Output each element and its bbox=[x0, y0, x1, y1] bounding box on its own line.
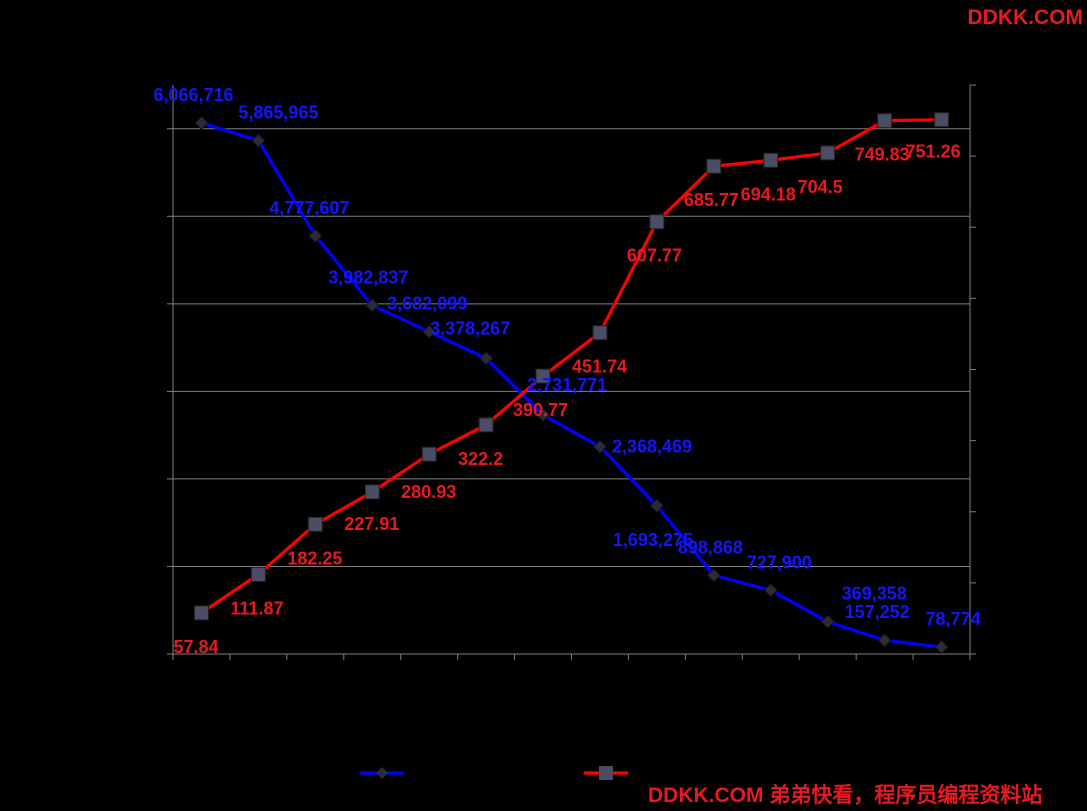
legend-diamond-marker bbox=[376, 767, 388, 779]
blue-data-label: 898,868 bbox=[678, 537, 743, 557]
series-lines bbox=[200, 118, 942, 649]
square-marker bbox=[649, 214, 665, 230]
square-marker bbox=[250, 566, 266, 582]
series-line-blue bbox=[200, 121, 942, 649]
red-data-label: 182.25 bbox=[287, 548, 342, 568]
red-data-label: 607.77 bbox=[627, 246, 682, 266]
chart-axes bbox=[167, 84, 976, 660]
blue-data-label: 4,777,607 bbox=[269, 198, 349, 218]
red-data-label: 704.5 bbox=[798, 177, 843, 197]
series-markers bbox=[193, 112, 950, 655]
gridlines bbox=[173, 128, 970, 567]
red-data-label: 111.87 bbox=[230, 598, 283, 618]
red-data-label: 227.91 bbox=[344, 514, 399, 534]
watermark-top: DDKK.COM bbox=[967, 6, 1084, 29]
diamond-marker bbox=[877, 633, 892, 648]
diamond-marker bbox=[820, 614, 835, 629]
diamond-marker bbox=[763, 583, 778, 598]
diamond-marker bbox=[365, 298, 380, 313]
blue-data-label: 5,865,965 bbox=[238, 103, 318, 123]
red-data-label: 685.77 bbox=[684, 190, 739, 210]
square-marker bbox=[364, 484, 380, 500]
red-data-label: 280.93 bbox=[401, 482, 456, 502]
square-marker bbox=[193, 605, 209, 621]
square-marker bbox=[421, 446, 437, 462]
red-data-label: 694.18 bbox=[741, 184, 796, 204]
chart-legend bbox=[360, 766, 628, 780]
diamond-marker bbox=[478, 351, 494, 366]
blue-data-label: 3,982,837 bbox=[328, 267, 408, 287]
red-data-label: 451.74 bbox=[572, 357, 627, 377]
diamond-marker bbox=[421, 324, 437, 339]
blue-data-label: 727,900 bbox=[747, 552, 812, 572]
blue-data-label: 369,358 bbox=[842, 584, 907, 604]
square-marker bbox=[763, 152, 779, 168]
diamond-marker bbox=[308, 228, 323, 243]
red-data-label: 751.26 bbox=[906, 142, 961, 162]
blue-data-label: 78,774 bbox=[926, 609, 981, 629]
diamond-marker bbox=[251, 133, 266, 148]
square-marker bbox=[877, 113, 893, 129]
square-marker bbox=[307, 516, 323, 532]
diamond-marker bbox=[649, 498, 665, 513]
blue-data-label: 2,368,469 bbox=[612, 437, 692, 457]
red-data-label: 57.84 bbox=[173, 637, 218, 657]
diamond-marker bbox=[934, 639, 949, 655]
watermark-bottom: DDKK.COM 弟弟快看，程序员编程资料站 bbox=[648, 784, 1043, 807]
diamond-marker bbox=[592, 439, 608, 454]
diamond-marker bbox=[535, 407, 551, 423]
series-line-red bbox=[200, 118, 942, 615]
square-marker bbox=[934, 112, 950, 128]
blue-data-label: 3,378,267 bbox=[430, 318, 510, 338]
blue-data-label: 6,066,716 bbox=[153, 85, 233, 105]
blue-data-label: 1,693,275 bbox=[613, 530, 693, 550]
blue-data-label: 2,731,771 bbox=[527, 375, 607, 395]
square-marker bbox=[820, 145, 836, 161]
red-data-label: 390.77 bbox=[513, 400, 568, 420]
square-marker bbox=[592, 325, 608, 341]
blue-data-label: 3,682,099 bbox=[387, 294, 467, 314]
legend-square-marker bbox=[599, 766, 613, 780]
red-data-label: 322.2 bbox=[458, 449, 503, 469]
square-marker bbox=[535, 368, 551, 384]
blue-data-label: 157,252 bbox=[845, 602, 910, 622]
red-data-label: 749.83 bbox=[855, 145, 910, 165]
diamond-marker bbox=[194, 115, 209, 131]
diamond-marker bbox=[706, 568, 722, 583]
square-marker bbox=[706, 158, 722, 174]
square-marker bbox=[478, 417, 494, 433]
